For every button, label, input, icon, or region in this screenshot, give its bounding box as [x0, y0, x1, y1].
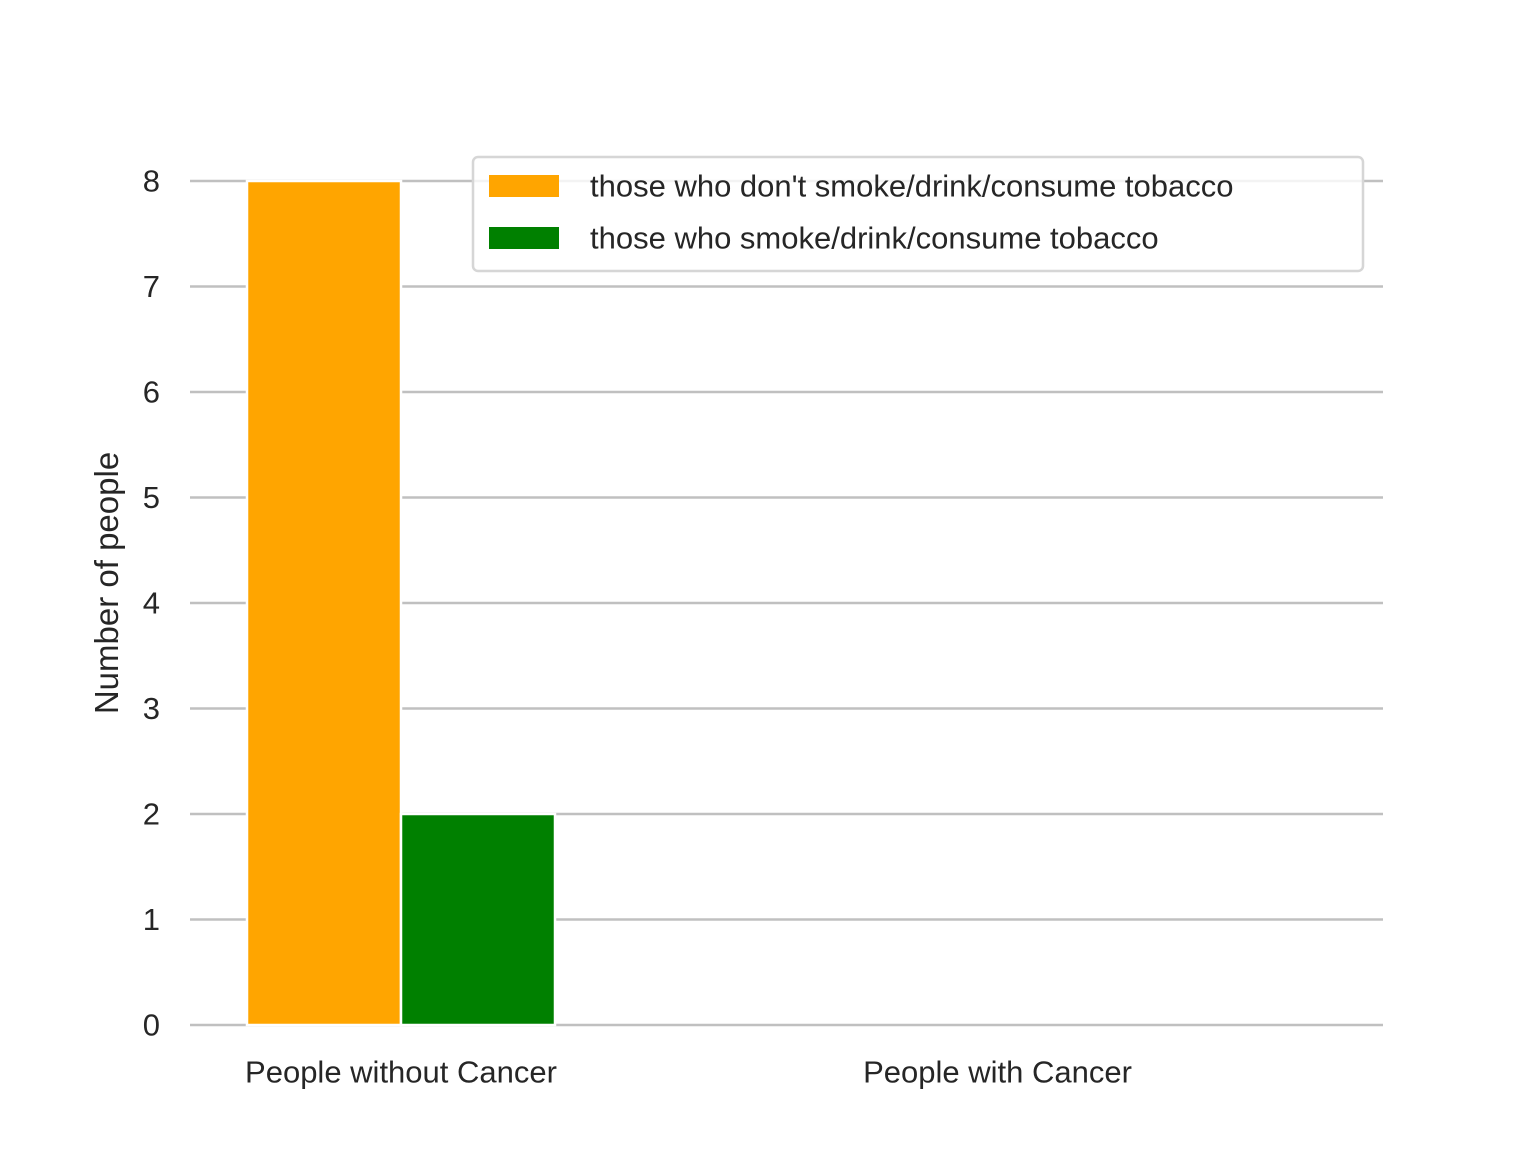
- y-tick-label: 3: [143, 691, 160, 726]
- y-tick-label: 6: [143, 375, 160, 410]
- y-tick-label: 2: [143, 797, 160, 832]
- y-axis-ticks: 0 1 2 3 4 5 6 7 8: [143, 164, 160, 1043]
- y-tick-label: 8: [143, 164, 160, 199]
- legend-label-0: those who don't smoke/drink/consume toba…: [590, 169, 1234, 204]
- y-tick-label: 5: [143, 480, 160, 515]
- y-tick-label: 0: [143, 1008, 160, 1043]
- x-axis-ticks: People without Cancer People with Cancer: [245, 1055, 1132, 1090]
- bars: [245, 179, 557, 1027]
- legend: those who don't smoke/drink/consume toba…: [471, 155, 1365, 273]
- bar-smoker-0: [399, 812, 557, 1027]
- x-tick-label: People without Cancer: [245, 1055, 557, 1090]
- x-tick-label: People with Cancer: [863, 1055, 1132, 1090]
- legend-label-1: those who smoke/drink/consume tobacco: [590, 221, 1159, 256]
- y-tick-label: 4: [143, 586, 160, 621]
- y-tick-label: 7: [143, 269, 160, 304]
- legend-swatch-0: [489, 175, 559, 197]
- y-axis-label: Number of people: [88, 452, 125, 714]
- bar-non-smoker-0: [245, 179, 403, 1027]
- y-tick-label: 1: [143, 902, 160, 937]
- legend-swatch-1: [489, 227, 559, 249]
- legend-frame: [471, 155, 1365, 273]
